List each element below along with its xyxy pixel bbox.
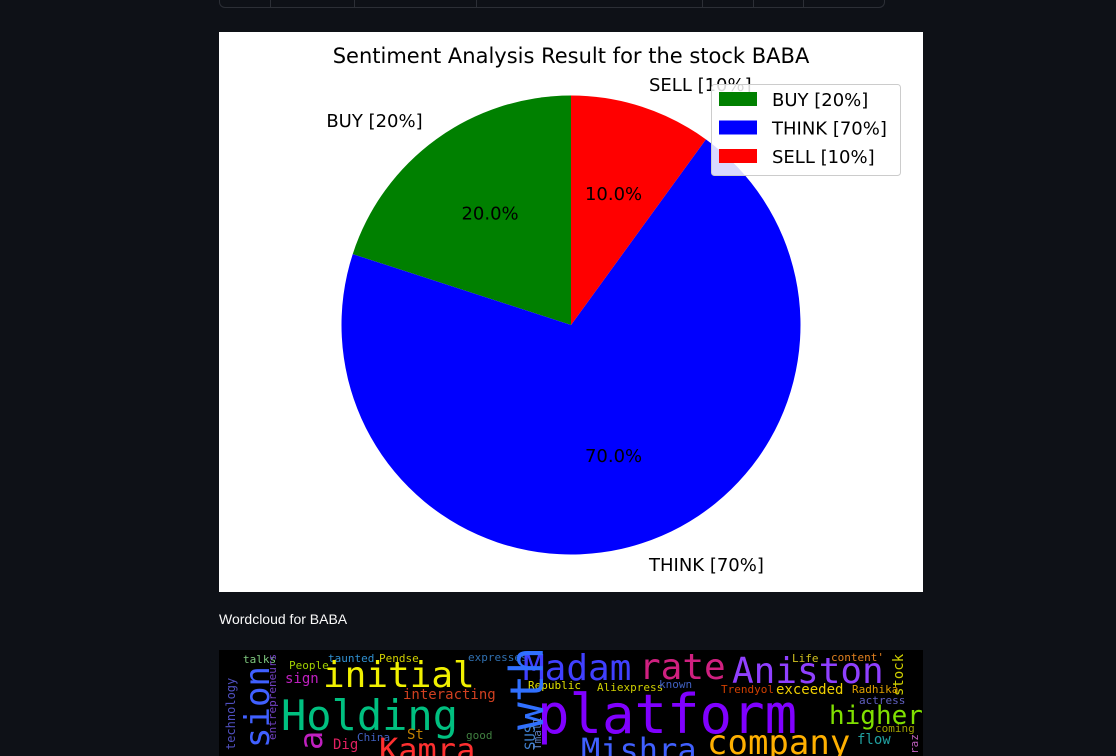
legend-label: BUY [20%] xyxy=(772,90,868,111)
legend-swatch xyxy=(719,120,757,135)
wordcloud-word: sion xyxy=(238,666,278,748)
chart-title: Sentiment Analysis Result for the stock … xyxy=(333,44,810,68)
wordcloud-word: initial xyxy=(323,655,475,696)
slice-percent-label: 10.0% xyxy=(585,184,642,205)
legend-swatch xyxy=(719,92,757,106)
wordcloud-word: Madam xyxy=(523,650,632,689)
table-cell xyxy=(804,0,884,7)
wordcloud-word: Radhika xyxy=(852,683,899,696)
sentiment-pie-chart: Sentiment Analysis Result for the stock … xyxy=(219,32,923,592)
slice-percent-label: 20.0% xyxy=(461,204,518,225)
wordcloud-word: St xyxy=(407,727,424,743)
wordcloud-word: raz xyxy=(908,734,921,754)
legend-swatch xyxy=(719,149,757,163)
wordcloud-word: Life xyxy=(792,652,819,665)
wordcloud-word: platform xyxy=(537,683,798,746)
wordcloud-word: coming xyxy=(875,722,915,735)
legend-label: THINK [70%] xyxy=(771,119,887,140)
wordcloud-word: known xyxy=(659,678,693,691)
wordcloud-word: technology xyxy=(224,677,238,750)
legend-frame xyxy=(711,84,901,176)
wordcloud-word: talks xyxy=(243,653,277,666)
wordcloud-word: Aliexpress xyxy=(597,681,664,694)
slice-category-label: BUY [20%] xyxy=(326,111,422,132)
wordcloud-word: Kamra xyxy=(379,731,476,756)
wordcloud-word: expresses xyxy=(468,651,528,664)
wordcloud-word: a xyxy=(292,730,330,750)
wordcloud-word: Republic xyxy=(528,679,581,692)
legend-label: SELL [10%] xyxy=(772,147,875,168)
wordcloud-word: China xyxy=(357,731,391,744)
pie-chart-svg: Sentiment Analysis Result for the stock … xyxy=(326,44,901,576)
table-cell xyxy=(355,0,477,7)
wordcloud-word: content' xyxy=(831,651,884,664)
pie-labels: BUY [20%]20.0%THINK [70%]70.0%SELL [10%]… xyxy=(326,75,764,576)
wordcloud-word: Holding xyxy=(281,691,459,740)
wordcloud-word: Pendse xyxy=(379,652,419,665)
table-cell xyxy=(477,0,703,7)
wordcloud-word: sign xyxy=(285,671,319,687)
wordcloud-word: Aniston xyxy=(732,651,884,692)
wordcloud-word: interacting xyxy=(403,687,496,703)
wordcloud-word: SUS xyxy=(523,724,539,750)
wordcloud-word: rate xyxy=(639,650,726,688)
wordcloud-word: company xyxy=(707,723,851,756)
pie-slices xyxy=(341,95,801,555)
slice-percent-label: 70.0% xyxy=(585,446,642,467)
table-cell xyxy=(754,0,805,7)
pie-slice xyxy=(341,139,801,555)
slice-category-label: THINK [70%] xyxy=(648,555,764,576)
wordcloud-word: People xyxy=(289,659,329,672)
wordcloud-word: Trendyol xyxy=(721,683,774,696)
wordcloud-word: Dig xyxy=(333,737,359,753)
table-cell xyxy=(220,0,271,7)
chart-legend: BUY [20%] THINK [70%] SELL [10%] xyxy=(711,84,901,176)
wordcloud-word: good xyxy=(466,729,493,742)
table-cell xyxy=(271,0,356,7)
wordcloud-image: talks People taunted Pendse expresses Life con… xyxy=(219,650,923,756)
wordcloud-word: Mishra xyxy=(581,731,697,756)
table-bottom-edge xyxy=(219,0,885,8)
wordcloud-label: Wordcloud for BABA xyxy=(219,611,348,627)
wordcloud-word: flow xyxy=(857,732,891,748)
table-cell xyxy=(703,0,754,7)
pie-slice xyxy=(571,95,706,325)
wordcloud-word: higher xyxy=(829,701,923,731)
wordcloud-word: taunted xyxy=(328,652,375,665)
pie-slice xyxy=(352,95,571,325)
wordcloud-word: exceeded xyxy=(776,682,844,698)
wordcloud-word: actress xyxy=(859,694,906,707)
